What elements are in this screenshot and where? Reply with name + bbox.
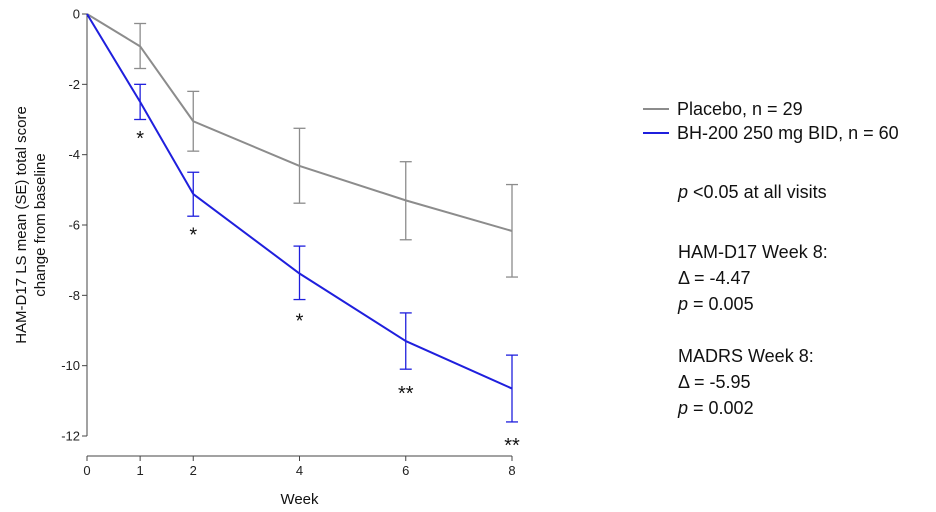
legend: Placebo, n = 29 BH-200 250 mg BID, n = 6… bbox=[643, 97, 936, 145]
series-layer bbox=[86, 13, 518, 423]
note-hamd-title: HAM-D17 Week 8: bbox=[678, 242, 828, 262]
x-axis-title: Week bbox=[280, 491, 319, 508]
x-tick-label-1: 1 bbox=[137, 463, 144, 478]
y-tick-label--10: -10 bbox=[61, 358, 80, 373]
note-madrs-delta: Δ = -5.95 bbox=[678, 372, 751, 392]
legend-item-bh200: BH-200 250 mg BID, n = 60 bbox=[643, 121, 936, 145]
y-axis-title: HAM-D17 LS mean (SE) total score change f… bbox=[13, 106, 49, 344]
y-tick-label--2: -2 bbox=[68, 77, 80, 92]
legend-swatch-placebo bbox=[643, 108, 669, 110]
significance-markers: ******* bbox=[136, 128, 520, 457]
y-axis-title-line-1: HAM-D17 LS mean (SE) total score bbox=[13, 106, 30, 344]
legend-swatch-bh200 bbox=[643, 132, 669, 134]
p-italic: p bbox=[678, 182, 689, 202]
note-madrs-title: MADRS Week 8: bbox=[678, 346, 814, 366]
note-pvalue-all: p <0.05 at all visits bbox=[678, 180, 827, 204]
legend-label-placebo: Placebo, n = 29 bbox=[677, 99, 803, 119]
y-tick-label--8: -8 bbox=[68, 288, 80, 303]
line-chart: 0 -2 -4 -6 -8 -10 -12 0 1 2 4 6 8 Week HAM-D17 LS mean… bbox=[13, 7, 520, 509]
y-tick-label-0: 0 bbox=[73, 7, 80, 22]
y-tick-label--4: -4 bbox=[68, 147, 80, 162]
series-line-bh200 bbox=[86, 13, 513, 390]
pvalue-all-text: <0.05 at all visits bbox=[688, 182, 827, 202]
y-tick-label--12: -12 bbox=[61, 429, 80, 444]
x-tick-label-0: 0 bbox=[83, 463, 90, 478]
note-madrs-p: p = 0.002 bbox=[678, 396, 754, 420]
significance-star-week-1: * bbox=[136, 128, 144, 150]
note-hamd-p: p = 0.005 bbox=[678, 292, 754, 316]
p-italic: p bbox=[678, 398, 689, 418]
legend-label-bh200: BH-200 250 mg BID, n = 60 bbox=[677, 123, 899, 143]
significance-star-week-4: * bbox=[296, 311, 304, 333]
y-tick-label--6: -6 bbox=[68, 218, 80, 233]
significance-star-week-2: * bbox=[189, 225, 197, 247]
hamd-p-text: = 0.005 bbox=[688, 294, 754, 314]
x-tick-label-2: 2 bbox=[190, 463, 197, 478]
x-tick-label-8: 8 bbox=[508, 463, 515, 478]
p-italic: p bbox=[678, 294, 689, 314]
legend-item-placebo: Placebo, n = 29 bbox=[643, 97, 936, 121]
axes: 0 -2 -4 -6 -8 -10 -12 0 1 2 4 6 8 Week HAM-D17 LS mean… bbox=[13, 7, 516, 509]
x-tick-label-6: 6 bbox=[402, 463, 409, 478]
madrs-p-text: = 0.002 bbox=[688, 398, 754, 418]
x-tick-label-4: 4 bbox=[296, 463, 303, 478]
series-line-placebo bbox=[86, 13, 513, 232]
significance-star-week-8: ** bbox=[504, 435, 520, 457]
note-hamd-delta: Δ = -4.47 bbox=[678, 268, 751, 288]
significance-star-week-6: ** bbox=[398, 383, 414, 405]
y-axis-title-line-2: change from baseline bbox=[32, 153, 49, 296]
